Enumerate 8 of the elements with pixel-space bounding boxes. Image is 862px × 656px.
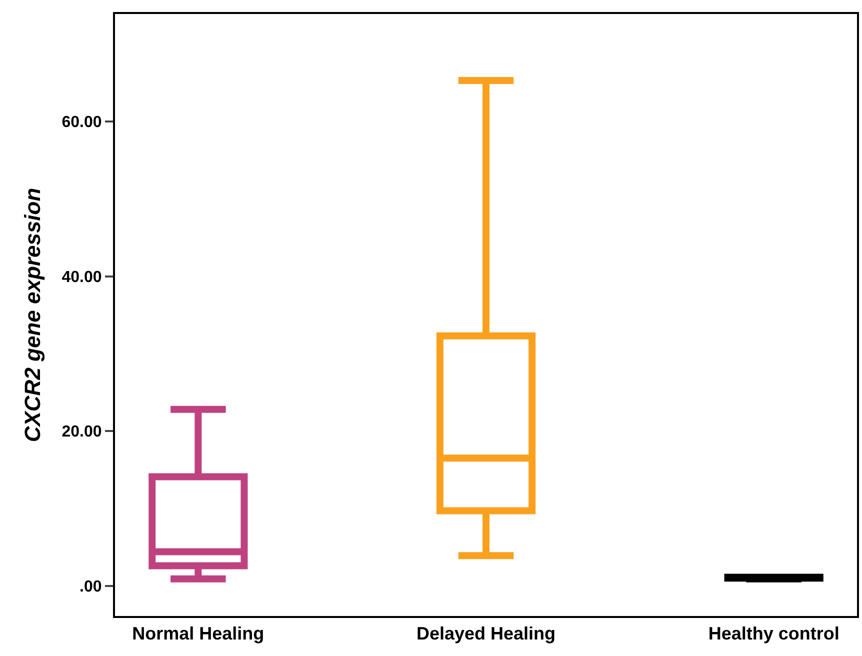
y-axis-title: CXCR2 gene expression bbox=[20, 188, 46, 442]
x-tick-label: Healthy control bbox=[708, 624, 840, 644]
x-tick-label: Normal Healing bbox=[132, 624, 264, 644]
y-tick-label: .00 bbox=[80, 578, 102, 596]
y-tick-label: 20.00 bbox=[62, 424, 102, 441]
x-tick-label: Delayed Healing bbox=[416, 624, 556, 644]
y-tick-label: 40.00 bbox=[62, 268, 102, 286]
y-tick-label: 60.00 bbox=[62, 114, 102, 132]
